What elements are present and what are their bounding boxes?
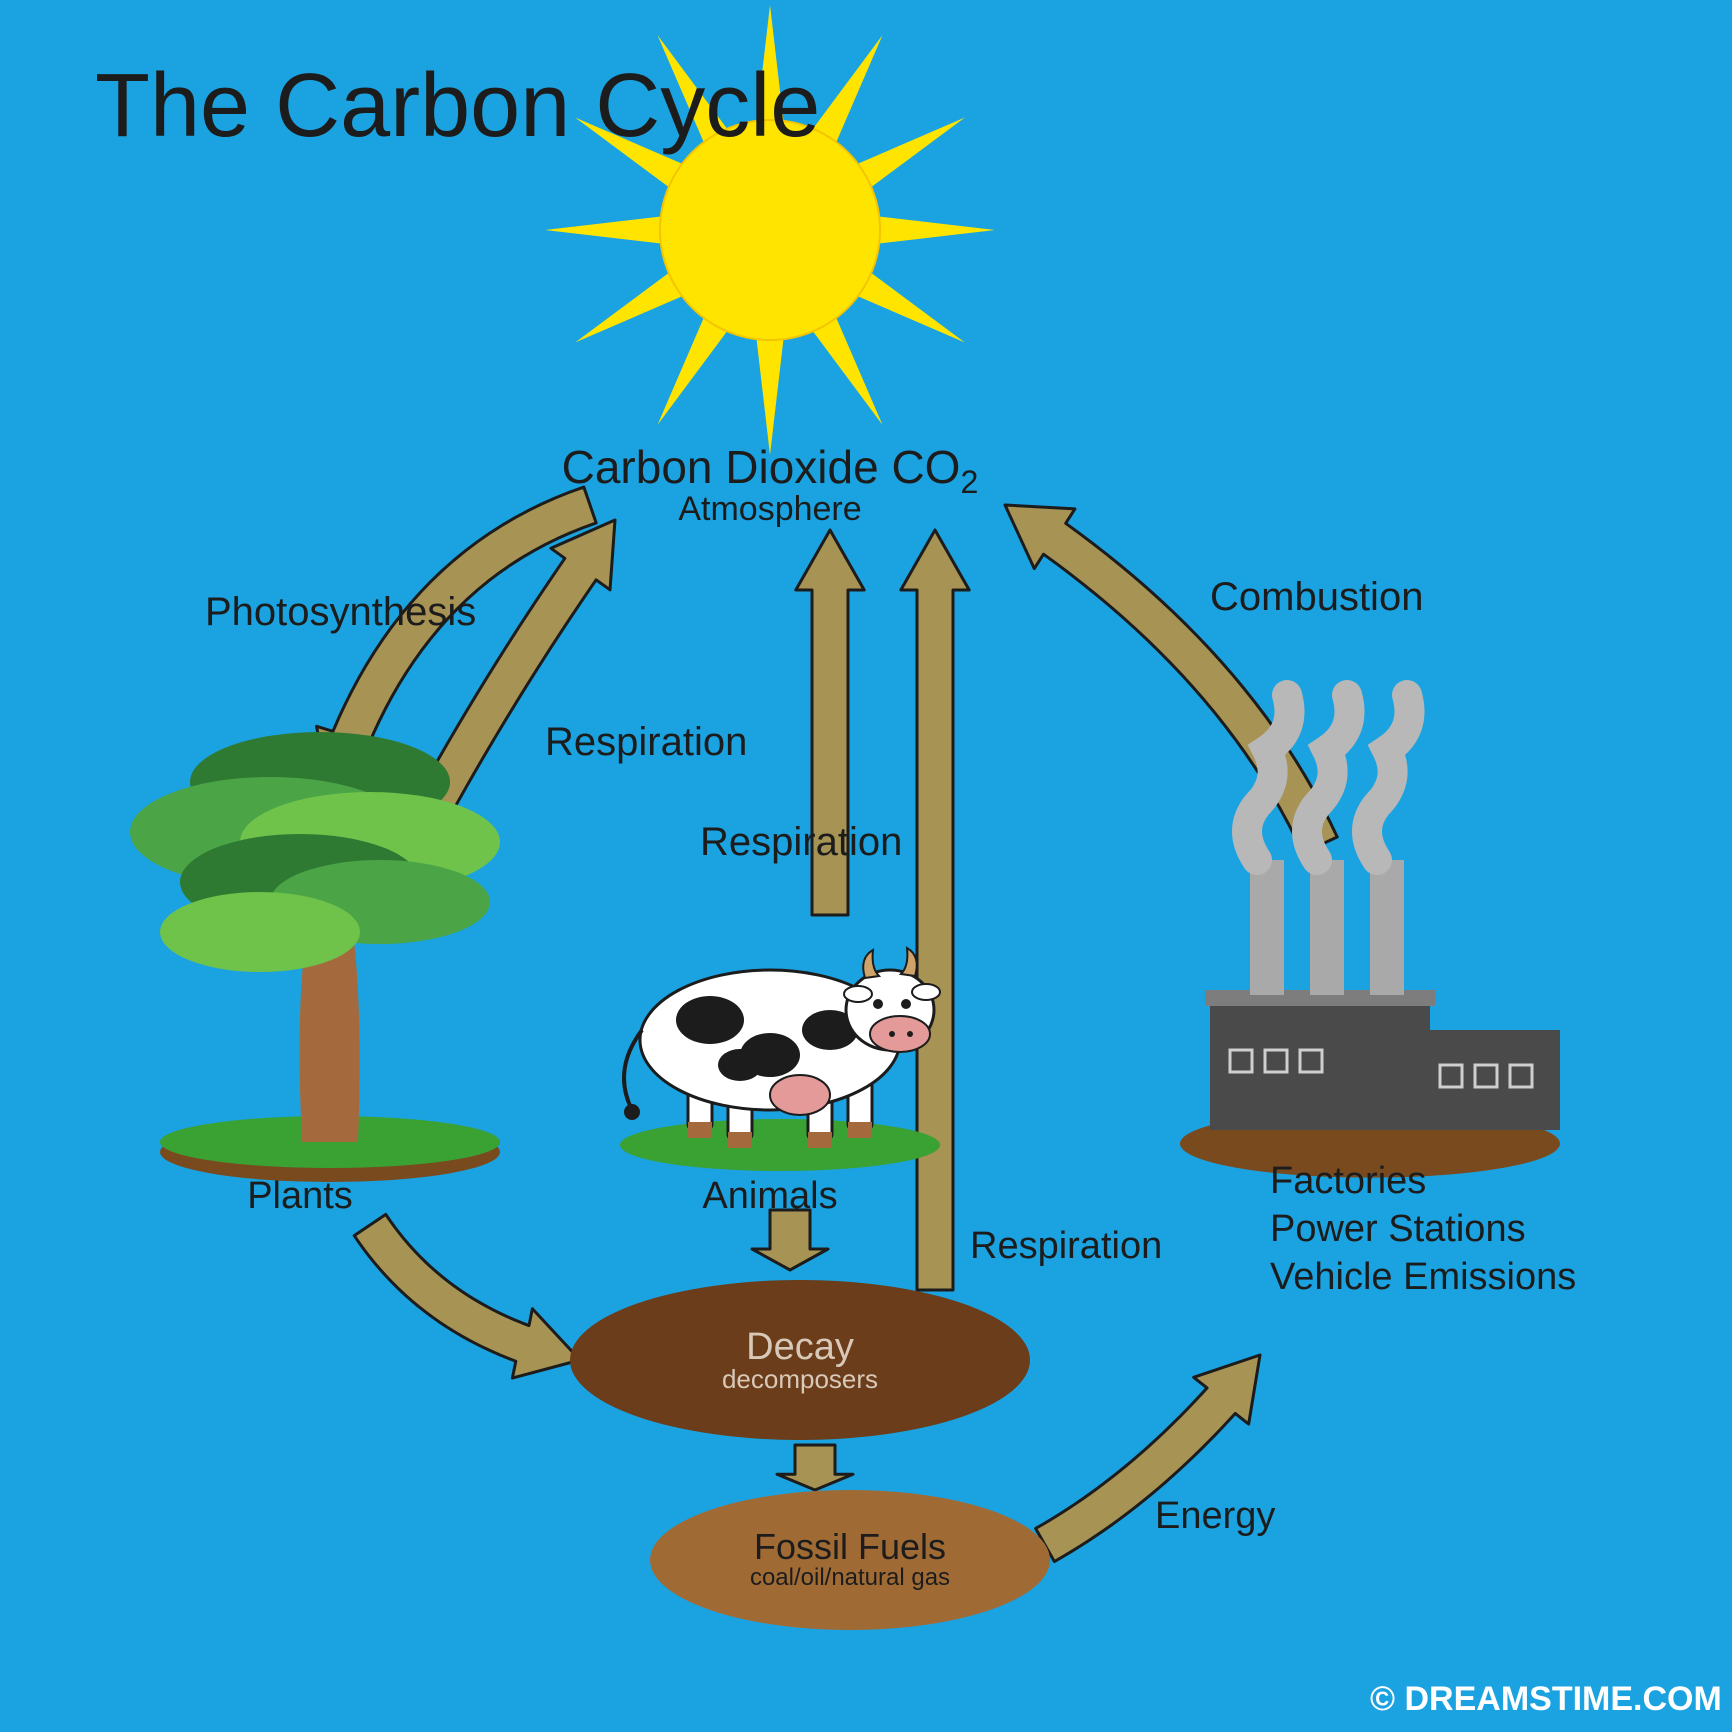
atmosphere-label-line2: Atmosphere (678, 490, 861, 529)
fossil-label-1: Fossil Fuels (754, 1526, 946, 1568)
factory-icon (1180, 695, 1560, 1178)
edge-label-photosynthesis: Photosynthesis (205, 590, 476, 635)
plants-label: Plants (247, 1175, 353, 1218)
edge-label-respiration_decay: Respiration (970, 1225, 1162, 1268)
cow-icon (620, 948, 940, 1171)
factories-label-3: Vehicle Emissions (1270, 1256, 1576, 1299)
animals-label: Animals (702, 1175, 837, 1218)
decay-label-2: decomposers (722, 1364, 878, 1395)
edge-label-respiration_animals: Respiration (700, 820, 902, 865)
arrow-decay_to_fossil (777, 1445, 853, 1490)
arrow-respiration_decay (901, 530, 969, 1290)
fossil-label-2: coal/oil/natural gas (750, 1564, 950, 1592)
edge-label-combustion: Combustion (1210, 575, 1423, 620)
factories-label-2: Power Stations (1270, 1208, 1526, 1251)
watermark: © DREAMSTIME.COM (1370, 1680, 1722, 1719)
arrow-combustion (1005, 505, 1337, 853)
arrow-animals_to_decay (752, 1210, 828, 1270)
edge-label-respiration_plants: Respiration (545, 720, 747, 765)
page-title: The Carbon Cycle (95, 55, 820, 158)
arrow-plants_to_decay (354, 1214, 580, 1378)
edge-label-energy: Energy (1155, 1495, 1275, 1538)
decay-label-1: Decay (746, 1326, 854, 1369)
factories-label-1: Factories (1270, 1160, 1426, 1203)
